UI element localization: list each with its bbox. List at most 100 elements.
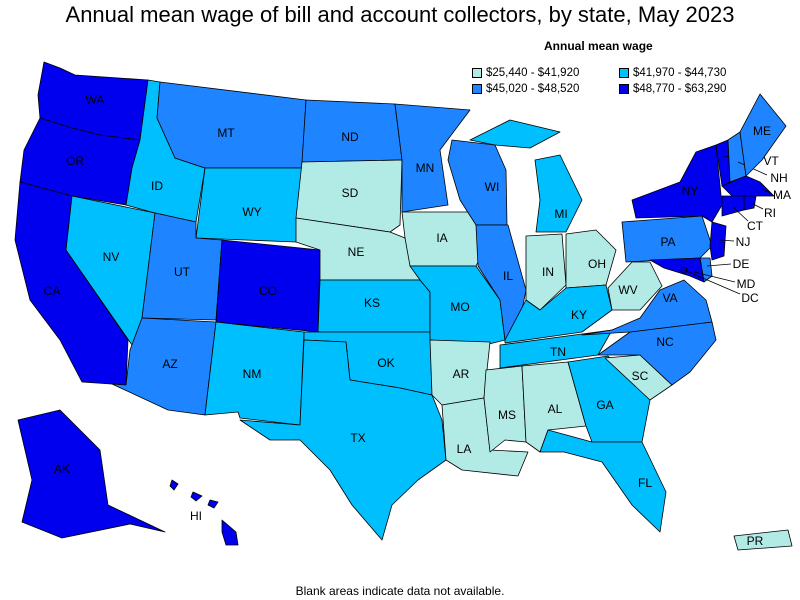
state-shape-hi	[169, 479, 179, 491]
state-ks: KS	[317, 279, 431, 333]
state-mo: MO	[409, 265, 506, 346]
state-ny: NY	[631, 144, 723, 223]
state-leader-line-nj	[718, 239, 735, 242]
state-label-ne: NE	[348, 245, 365, 259]
state-leader-line-ma	[761, 188, 772, 194]
state-shape-sd	[295, 159, 403, 233]
state-mi: MI	[469, 119, 583, 233]
state-shape-pa	[621, 215, 713, 263]
state-nd: ND	[301, 99, 403, 163]
state-label-ar: AR	[453, 367, 470, 381]
legend-item-bin-4: $48,770 - $63,290	[619, 83, 726, 95]
state-label-ny: NY	[682, 184, 699, 198]
state-va: VA	[581, 279, 713, 336]
state-shape-fl	[539, 429, 667, 533]
state-label-ks: KS	[364, 296, 380, 310]
state-label-id: ID	[151, 179, 163, 193]
state-co: CO	[215, 239, 321, 333]
state-tn: TN	[499, 329, 613, 369]
legend-label: $25,440 - $41,920	[486, 67, 580, 79]
state-nc: NC	[597, 321, 717, 386]
state-label-nm: NM	[243, 367, 262, 381]
state-label-pa: PA	[660, 235, 675, 249]
state-label-me: ME	[753, 124, 771, 138]
state-shape-ak	[17, 409, 166, 539]
state-label-nd: ND	[341, 130, 359, 144]
state-az: AZ	[111, 317, 217, 416]
state-label-il: IL	[503, 269, 513, 283]
state-tx: TX	[239, 339, 447, 541]
state-ms: MS	[483, 365, 527, 453]
state-label-wv: WV	[618, 283, 637, 297]
state-shape-mi-1	[469, 119, 561, 149]
footnote: Blank areas indicate data not available.	[295, 584, 505, 598]
state-shape-hi-3	[221, 519, 239, 546]
state-shape-in	[525, 233, 567, 311]
state-mn: MN	[394, 103, 471, 213]
state-in: IN	[525, 233, 567, 311]
state-label-ut: UT	[174, 265, 191, 279]
state-shape-tx	[239, 339, 447, 541]
state-label-sd: SD	[342, 186, 359, 200]
map-title: Annual mean wage of bill and account col…	[65, 2, 735, 27]
state-pa: PA	[621, 215, 713, 263]
state-ar: AR	[429, 339, 491, 406]
legend-label: $45,020 - $48,520	[486, 83, 580, 95]
state-shape-mt	[156, 81, 307, 169]
state-wy: WY	[195, 167, 303, 243]
state-label-oh: OH	[588, 257, 606, 271]
state-shape-ct	[721, 195, 745, 217]
state-label-az: AZ	[162, 357, 177, 371]
state-pr: PR	[733, 529, 793, 551]
state-label-ga: GA	[596, 398, 613, 412]
state-shape-ri	[743, 195, 757, 211]
state-label-mi: MI	[554, 207, 567, 221]
state-label-de: DE	[733, 257, 750, 271]
state-ct: CT	[721, 195, 764, 233]
state-oh: OH	[565, 229, 617, 289]
state-wv: WV	[607, 261, 663, 311]
state-label-mo: MO	[450, 300, 469, 314]
legend-label: $48,770 - $63,290	[633, 83, 727, 95]
state-label-la: LA	[457, 442, 472, 456]
state-shape-va	[581, 279, 713, 336]
legend-swatch	[472, 68, 482, 78]
legend-item-bin-1: $25,440 - $41,920	[472, 67, 579, 79]
state-label-wa: WA	[86, 93, 105, 107]
state-leader-line-dc	[683, 269, 741, 295]
state-label-ms: MS	[498, 408, 516, 422]
state-label-ky: KY	[571, 308, 587, 322]
state-nv: NV	[65, 195, 156, 346]
state-fl: FL	[539, 429, 667, 533]
state-me: ME	[739, 93, 787, 177]
legend-item-bin-3: $45,020 - $48,520	[472, 83, 579, 95]
state-dc: DC	[680, 266, 759, 305]
state-label-ca: CA	[44, 284, 61, 298]
state-shape-mi	[534, 154, 583, 233]
state-ma: MA	[721, 175, 791, 202]
state-label-or: OR	[66, 154, 84, 168]
legend-swatch	[619, 68, 629, 78]
state-md: MD	[649, 257, 756, 291]
state-label-md: MD	[737, 277, 756, 291]
state-label-co: CO	[259, 284, 277, 298]
state-label-nc: NC	[656, 335, 674, 349]
legend-label: $41,970 - $44,730	[633, 67, 727, 79]
state-leader-line-md	[693, 271, 736, 283]
state-label-pr: PR	[747, 534, 764, 548]
state-label-va: VA	[662, 291, 677, 305]
legend-swatch	[472, 84, 482, 94]
state-ut: UT	[141, 212, 223, 321]
state-nm: NM	[204, 321, 305, 426]
state-shape-ny	[631, 144, 723, 223]
state-shape-md	[649, 257, 705, 283]
state-label-mt: MT	[217, 126, 235, 140]
state-shape-ma	[721, 175, 775, 197]
state-ri: RI	[743, 195, 776, 220]
state-label-wi: WI	[485, 180, 500, 194]
state-nj: NJ	[709, 221, 750, 261]
state-leader-line-ct	[732, 206, 749, 222]
state-label-in: IN	[542, 265, 554, 279]
state-label-al: AL	[548, 402, 563, 416]
